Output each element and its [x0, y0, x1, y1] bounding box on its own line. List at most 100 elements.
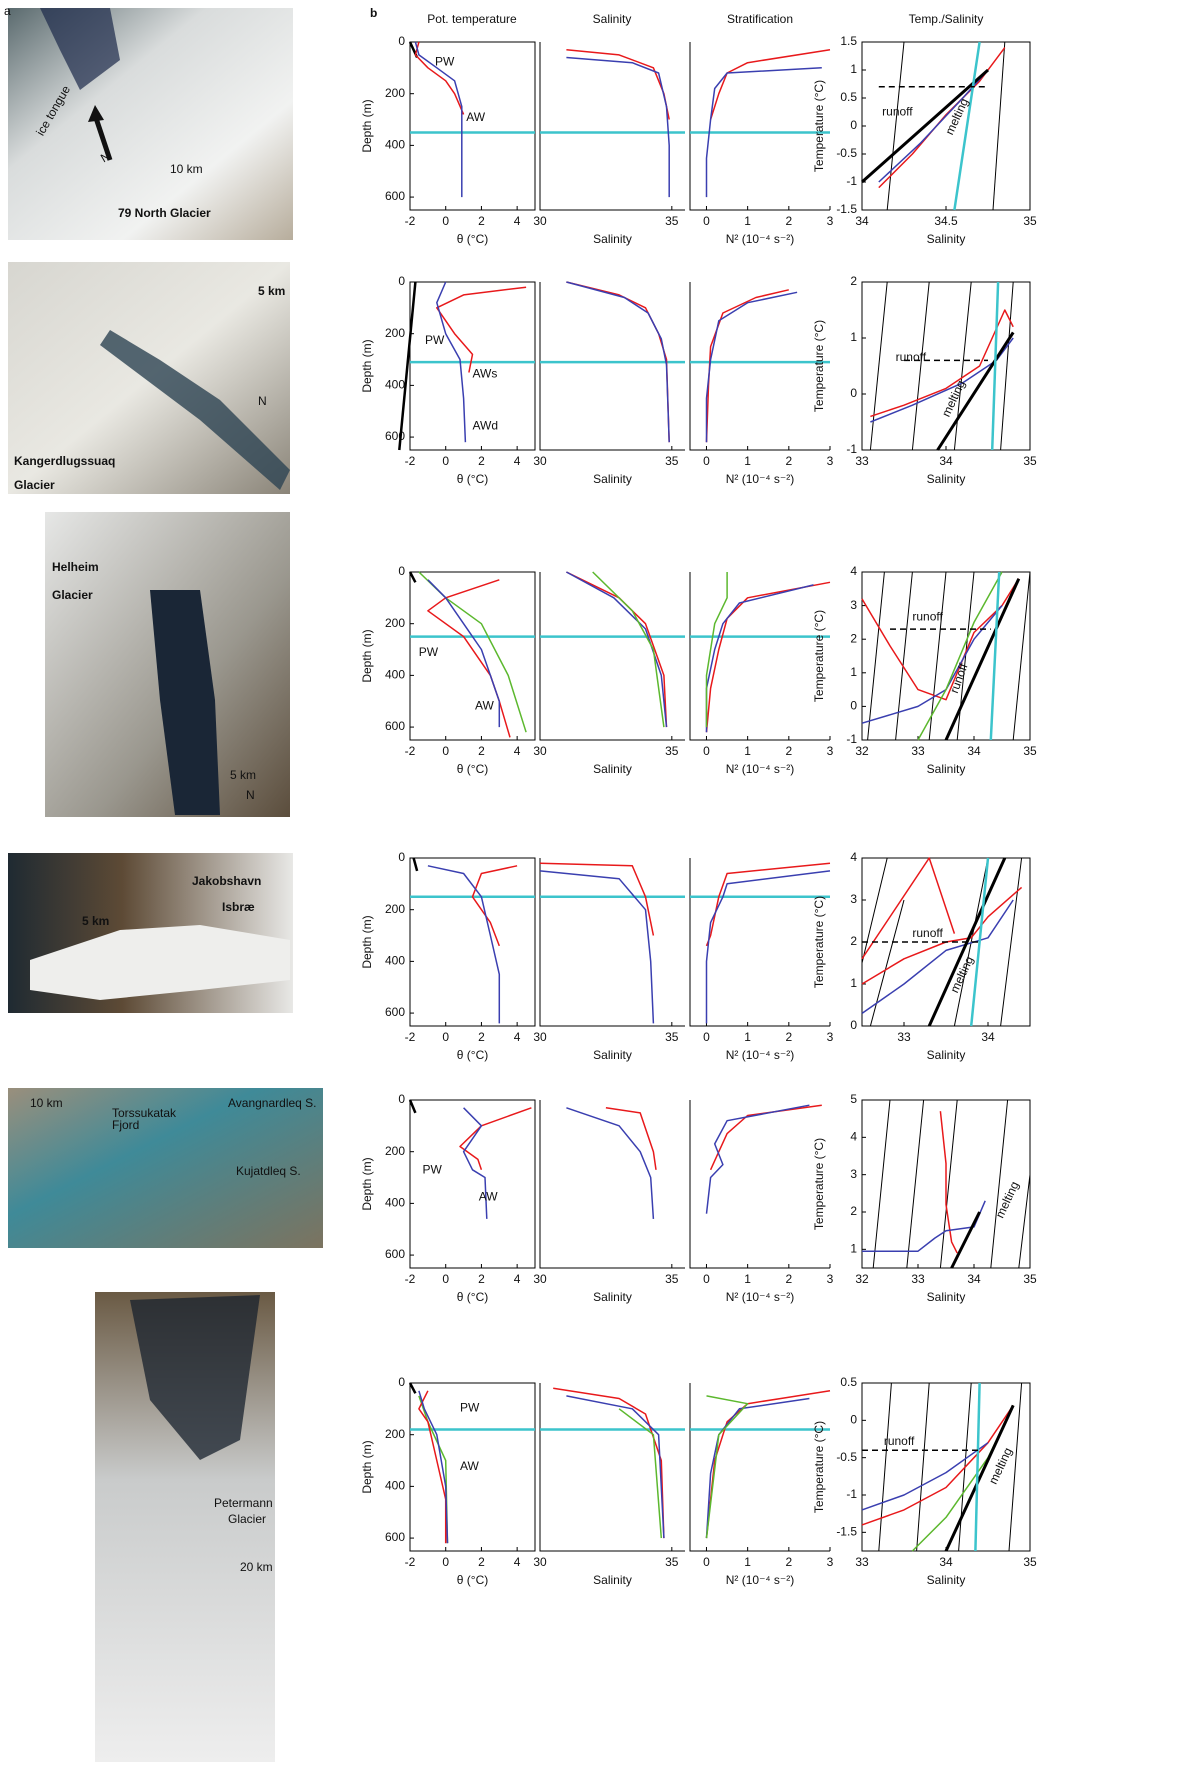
x-tick-label: 35 — [665, 1030, 679, 1044]
series-line — [539, 862, 655, 936]
x-tick-label: 0 — [442, 1030, 449, 1044]
y-tick-label: 400 — [385, 1196, 405, 1210]
x-tick-label: 30 — [533, 1555, 547, 1569]
y-axis-label: Depth (m) — [360, 629, 374, 682]
series-line — [705, 870, 831, 1024]
y-tick-label: 600 — [385, 1005, 405, 1019]
chart: -2 0 2 4 0 200 400 600 θ (°C) Depth (m) PW AW — [360, 34, 536, 246]
series-line — [869, 899, 905, 1027]
y-tick-label: -0.5 — [836, 146, 857, 160]
y-tick-label: -1 — [846, 1487, 857, 1501]
x-tick-label: 3 — [827, 454, 834, 468]
series-line — [471, 865, 518, 947]
annotation: AWd — [473, 419, 499, 433]
x-tick-label: 0 — [703, 1272, 710, 1286]
x-tick-label: 3 — [827, 1030, 834, 1044]
chart: 30 35 Salinity — [533, 281, 685, 486]
axes-frame — [689, 572, 830, 741]
axes-frame — [861, 1099, 1031, 1269]
series-line — [867, 571, 885, 741]
y-tick-label: 1 — [850, 330, 857, 344]
chart: 30 35 Salinity — [533, 858, 685, 1062]
axes-frame — [861, 281, 1031, 451]
y-axis-label: Depth (m) — [360, 99, 374, 152]
map-label: Kujatdleq S. — [236, 1164, 301, 1178]
map-label: Petermann — [214, 1496, 273, 1510]
series-line — [414, 41, 463, 198]
x-tick-label: -2 — [405, 1030, 416, 1044]
map-label: 10 km — [30, 1096, 63, 1110]
annotation: PW — [419, 645, 439, 659]
annotation: PW — [460, 1400, 480, 1414]
y-tick-label: 600 — [385, 1247, 405, 1261]
series-line — [861, 899, 1014, 1015]
series-line — [705, 581, 831, 733]
x-tick-label: 34.5 — [934, 214, 958, 228]
x-tick-label: 35 — [665, 1272, 679, 1286]
map-label: 5 km — [258, 284, 285, 298]
series-line — [1008, 1382, 1023, 1552]
series-line — [974, 1382, 981, 1552]
map-label: Glacier — [14, 478, 55, 492]
series-line — [566, 571, 668, 728]
map-label: N — [258, 394, 267, 408]
x-tick-label: 32 — [855, 744, 869, 758]
map-label: 20 km — [240, 1560, 273, 1574]
series-line — [870, 309, 1014, 418]
map-label: 79 North Glacier — [118, 206, 211, 220]
x-axis-label: Salinity — [927, 1048, 966, 1062]
x-tick-label: 3 — [827, 744, 834, 758]
y-tick-label: 2 — [850, 934, 857, 948]
series-line — [705, 291, 798, 443]
y-tick-label: 1 — [850, 62, 857, 76]
column-title: Salinity — [593, 12, 632, 26]
series-line — [989, 571, 1001, 741]
x-axis-label: N² (10⁻⁴ s⁻²) — [726, 1290, 795, 1304]
y-tick-label: 200 — [385, 1427, 405, 1441]
x-tick-label: 4 — [514, 1030, 521, 1044]
chart: 0 1 2 3 N² (10⁻⁴ s⁻²) — [689, 282, 834, 486]
y-tick-label: -1.5 — [836, 1525, 857, 1539]
x-axis-label: Salinity — [593, 232, 632, 246]
map-label: Glacier — [228, 1512, 266, 1526]
x-tick-label: 33 — [855, 454, 869, 468]
x-tick-label: 35 — [1023, 1555, 1037, 1569]
axes-frame — [689, 1100, 830, 1269]
x-axis-label: N² (10⁻⁴ s⁻²) — [726, 762, 795, 776]
series-line — [566, 281, 670, 443]
x-axis-label: Salinity — [927, 1573, 966, 1587]
chart: -2 0 2 4 0 200 400 600 θ (°C) Depth (m) — [360, 850, 536, 1062]
map-label: 5 km — [230, 768, 256, 782]
annotation: PW — [425, 333, 445, 347]
chart: 30 35 Salinity — [533, 42, 685, 246]
chart: 34 34.5 35 -1.5 -1 -0.5 0 0.5 1 1.5 Salinity Temper… — [812, 34, 1037, 246]
x-tick-label: 0 — [442, 214, 449, 228]
series-line — [398, 281, 417, 451]
series-line — [886, 41, 905, 211]
y-tick-label: 400 — [385, 1479, 405, 1493]
series-line — [705, 1104, 810, 1214]
y-tick-label: 2 — [850, 1204, 857, 1218]
series-line — [872, 1099, 891, 1269]
series-line — [928, 571, 947, 741]
maps — [8, 8, 323, 1762]
map-label: Avangnardleq S. — [228, 1096, 317, 1110]
series-line — [592, 571, 665, 728]
x-tick-label: 0 — [442, 744, 449, 758]
map-label: N — [246, 788, 255, 802]
map-image — [8, 8, 293, 240]
north-arrow — [92, 114, 113, 161]
axes-frame — [689, 282, 830, 451]
y-axis-label: Depth (m) — [360, 339, 374, 392]
chart: 30 35 Salinity — [533, 1383, 685, 1587]
annotation: PW — [435, 54, 455, 68]
series-line — [462, 1107, 488, 1219]
axes-frame — [539, 42, 685, 211]
y-axis-label: Temperature (°C) — [812, 610, 826, 702]
y-tick-label: 600 — [385, 189, 405, 203]
x-tick-label: 2 — [478, 1272, 485, 1286]
map-label: Fjord — [112, 1118, 139, 1132]
series-line — [427, 865, 501, 1024]
map-label: Glacier — [52, 588, 93, 602]
y-tick-label: 1 — [850, 1242, 857, 1256]
